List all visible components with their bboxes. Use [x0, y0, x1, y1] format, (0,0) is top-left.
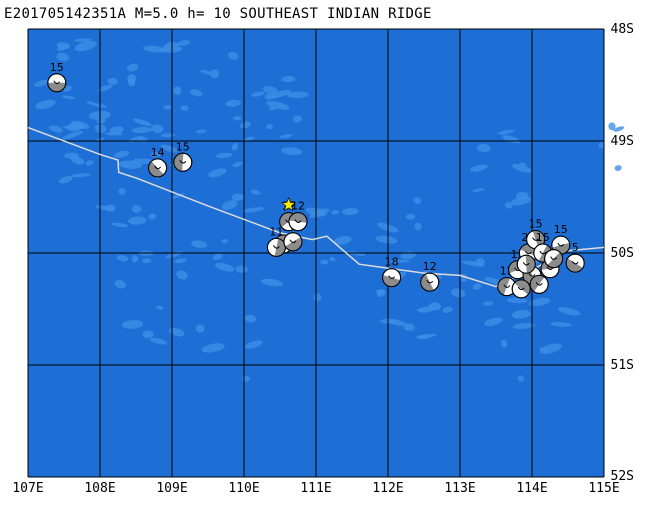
focal-mechanism-2: 15: [173, 140, 193, 172]
focal-mechanisms: 15141512121118121215201515155: [47, 61, 585, 299]
depth-label-1: 14: [151, 146, 165, 159]
lon-label-108e: 108E: [84, 481, 116, 496]
lon-label-114e: 114E: [516, 481, 548, 496]
lon-label-110e: 110E: [228, 481, 260, 496]
lat-label-52s: 52S: [610, 469, 634, 484]
focal-mechanism-16: 5: [565, 241, 585, 273]
depth-label-6: 11: [269, 225, 283, 238]
map-title: E201705142351A M=5.0 h= 10 SOUTHEAST IND…: [4, 6, 432, 22]
depth-label-14: 15: [536, 231, 550, 244]
depth-label-16: 5: [572, 241, 579, 254]
depth-label-13: 15: [529, 218, 543, 231]
lat-lon-grid: [27, 28, 605, 478]
depth-label-8: 18: [385, 256, 399, 269]
lat-label-50s: 50S: [610, 246, 634, 261]
epicenter-star-icon: [281, 197, 297, 212]
focal-mechanism-9: 12: [420, 260, 440, 292]
focal-mechanism-21: [516, 254, 536, 274]
depth-label-15: 15: [554, 223, 568, 236]
focal-mechanism-13: 15: [526, 218, 546, 250]
lon-label-115e: 115E: [588, 481, 620, 496]
focal-mechanism-4: 12: [288, 200, 308, 232]
lat-label-48s: 48S: [610, 22, 634, 37]
lat-label-49s: 49S: [610, 134, 634, 149]
lon-label-111e: 111E: [300, 481, 332, 496]
focal-mechanism-22: [544, 249, 564, 269]
depth-label-9: 12: [423, 260, 437, 273]
depth-label-0: 15: [50, 61, 64, 74]
lon-label-107e: 107E: [12, 481, 44, 496]
focal-mechanism-18: [529, 274, 549, 294]
focal-mechanism-1: 14: [148, 146, 168, 178]
focal-mechanism-0: 15: [47, 61, 67, 93]
lon-label-113e: 113E: [444, 481, 476, 496]
lon-label-109e: 109E: [156, 481, 188, 496]
lon-label-112e: 112E: [372, 481, 404, 496]
focal-mechanism-6: 11: [266, 225, 286, 257]
focal-mechanism-20: [511, 279, 531, 299]
focal-mechanism-7: [283, 232, 303, 252]
depth-label-2: 15: [176, 140, 190, 153]
focal-mechanism-8: 18: [382, 256, 402, 288]
lat-label-51s: 51S: [610, 358, 634, 373]
